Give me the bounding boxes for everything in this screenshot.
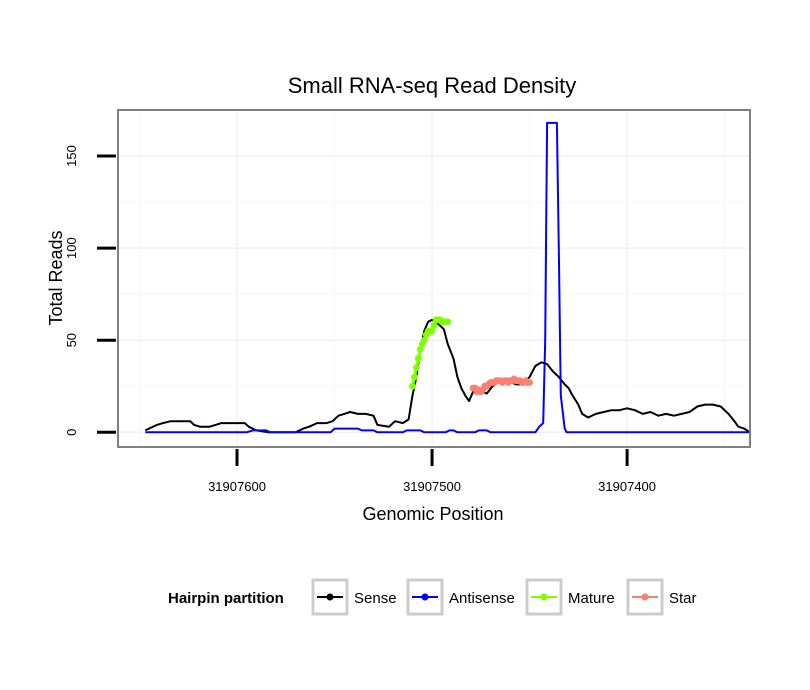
legend-key-point	[540, 593, 548, 601]
series-sense-line	[144, 318, 751, 434]
legend-item-mature: Mature	[525, 578, 615, 616]
series-mature-point	[444, 318, 452, 326]
legend-key-point	[326, 593, 334, 601]
series-star-point	[526, 379, 533, 386]
plot-panel-border	[117, 109, 751, 448]
y-tick-label: 50	[64, 333, 79, 347]
legend-key-point	[421, 593, 429, 601]
grid-lines	[118, 110, 750, 447]
series-mature-point	[428, 327, 436, 335]
legend-key-point	[641, 593, 649, 601]
legend-item-star: Star	[626, 578, 697, 616]
legend: Hairpin partition Sense Antisense Mature St…	[168, 578, 697, 616]
series-mature-point	[420, 336, 428, 344]
series-mature-point	[415, 355, 422, 362]
plot-series	[144, 121, 751, 434]
x-tick-label: 31907400	[598, 479, 656, 494]
legend-label: Antisense	[449, 590, 515, 607]
legend-title: Hairpin partition	[168, 590, 284, 607]
x-tick-label: 31907600	[208, 479, 266, 494]
series-mature-point	[416, 346, 424, 353]
legend-item-sense: Sense	[311, 578, 397, 616]
axis-ticks: 0 50 100 150 31907600 31907500 31907400	[64, 145, 656, 494]
x-axis-label: Genomic Position	[362, 504, 503, 524]
series-mature-point	[411, 373, 418, 381]
chart-title: Small RNA-seq Read Density	[288, 73, 577, 98]
legend-items: Sense Antisense Mature Star	[311, 578, 697, 616]
series-mature-point	[413, 364, 420, 372]
legend-label: Mature	[568, 590, 615, 607]
series-antisense-line	[145, 121, 750, 434]
series-mature-point	[430, 322, 438, 329]
legend-label: Sense	[354, 590, 397, 607]
legend-item-antisense: Antisense	[406, 578, 515, 616]
y-tick-label: 150	[64, 145, 79, 167]
legend-label: Star	[669, 590, 697, 607]
y-tick-label: 100	[64, 237, 79, 259]
series-mature-point	[409, 382, 416, 390]
y-tick-label: 0	[64, 429, 79, 436]
x-tick-label: 31907500	[403, 479, 461, 494]
y-axis-label: Total Reads	[46, 230, 66, 325]
